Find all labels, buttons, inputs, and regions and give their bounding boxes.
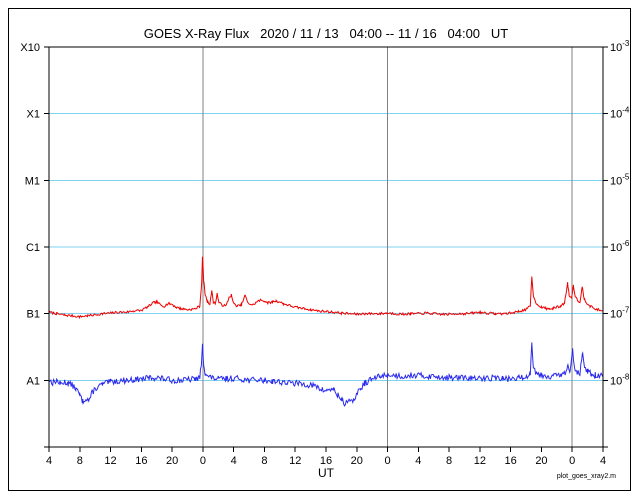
x-axis-tick-label: 12 [104,455,116,467]
x-axis-tick-label: 0 [384,455,390,467]
x-axis-tick-label: 12 [474,455,486,467]
chart-title: GOES X-Ray Flux 2020 / 11 / 13 04:00 -- … [143,26,509,41]
x-axis-tick-label: 12 [289,455,301,467]
y-axis-flux-label: 10-3 [610,39,630,54]
y-axis-flux-label: 10-7 [610,306,630,321]
xray-short-series-line [48,342,604,407]
x-axis-tick-label: 0 [569,455,575,467]
y-axis-flux-label: 10-8 [610,372,630,387]
x-axis-tick-label: 8 [261,455,267,467]
x-axis-tick-label: 16 [135,455,147,467]
x-axis-tick-label: 20 [351,455,363,467]
x-axis-tick-label: 4 [231,455,237,467]
x-axis-tick-label: 4 [600,455,606,467]
y-axis-class-label: C1 [26,242,40,254]
x-axis-tick-label: 4 [46,455,52,467]
x-axis-label: UT [318,466,334,480]
y-axis-class-label: X1 [27,109,40,121]
y-axis-class-label: B1 [27,309,40,321]
x-axis-tick-label: 4 [415,455,421,467]
xray-long-series-line [48,256,604,320]
x-axis-tick-label: 8 [77,455,83,467]
x-axis-tick-label: 20 [535,455,547,467]
y-axis-class-label: M1 [25,175,40,187]
y-axis-class-label: A1 [27,375,40,387]
x-axis-tick-label: 20 [166,455,178,467]
y-axis-flux-label: 10-4 [610,106,630,121]
x-axis-tick-label: 16 [320,455,332,467]
y-axis-class-label: X10 [20,42,40,54]
plot-script-annotation: plot_goes_xray2.m [556,473,616,480]
x-axis-tick-label: 16 [505,455,517,467]
y-axis-flux-label: 10-6 [610,239,630,254]
x-axis-tick-label: 0 [200,455,206,467]
y-axis-flux-label: 10-5 [610,172,630,187]
x-axis-tick-label: 8 [446,455,452,467]
